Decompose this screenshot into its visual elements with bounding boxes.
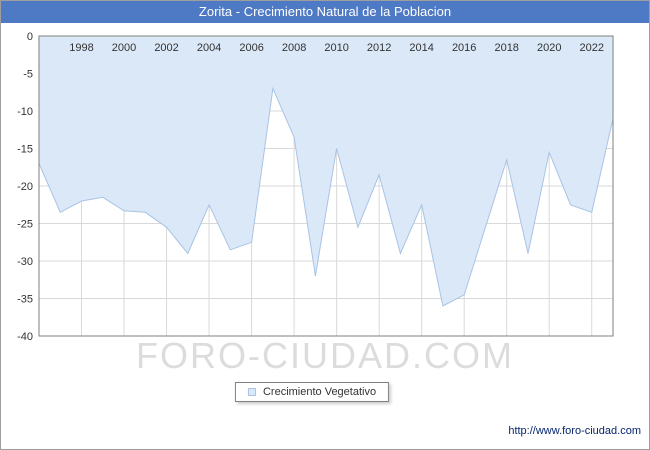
svg-text:-40: -40 — [17, 331, 33, 343]
svg-text:2008: 2008 — [282, 42, 306, 54]
svg-text:-30: -30 — [17, 256, 33, 268]
svg-text:-35: -35 — [17, 294, 33, 306]
svg-text:2002: 2002 — [154, 42, 178, 54]
svg-text:0: 0 — [27, 31, 33, 43]
footer-url[interactable]: http://www.foro-ciudad.com — [508, 425, 641, 437]
svg-text:2010: 2010 — [324, 42, 348, 54]
svg-text:-20: -20 — [17, 181, 33, 193]
svg-text:2022: 2022 — [579, 42, 603, 54]
svg-text:1998: 1998 — [69, 42, 93, 54]
svg-text:2014: 2014 — [409, 42, 433, 54]
svg-text:-5: -5 — [23, 69, 33, 81]
svg-text:2000: 2000 — [112, 42, 136, 54]
svg-text:2016: 2016 — [452, 42, 476, 54]
svg-text:-10: -10 — [17, 106, 33, 118]
legend-marker-icon — [247, 388, 256, 396]
svg-text:2006: 2006 — [239, 42, 263, 54]
svg-text:-25: -25 — [17, 219, 33, 231]
svg-text:2012: 2012 — [367, 42, 391, 54]
legend: Crecimiento Vegetativo — [234, 382, 390, 402]
svg-text:2004: 2004 — [197, 42, 221, 54]
svg-text:2020: 2020 — [537, 42, 561, 54]
svg-text:2018: 2018 — [494, 42, 518, 54]
chart-title: Zorita - Crecimiento Natural de la Pobla… — [1, 1, 649, 23]
legend-label: Crecimiento Vegetativo — [262, 386, 377, 398]
svg-text:-15: -15 — [17, 144, 33, 156]
area-chart: 0 -5 -10 -15 -20 -25 -30 -35 -40 1998 2000 2002 2004… — [17, 31, 614, 343]
